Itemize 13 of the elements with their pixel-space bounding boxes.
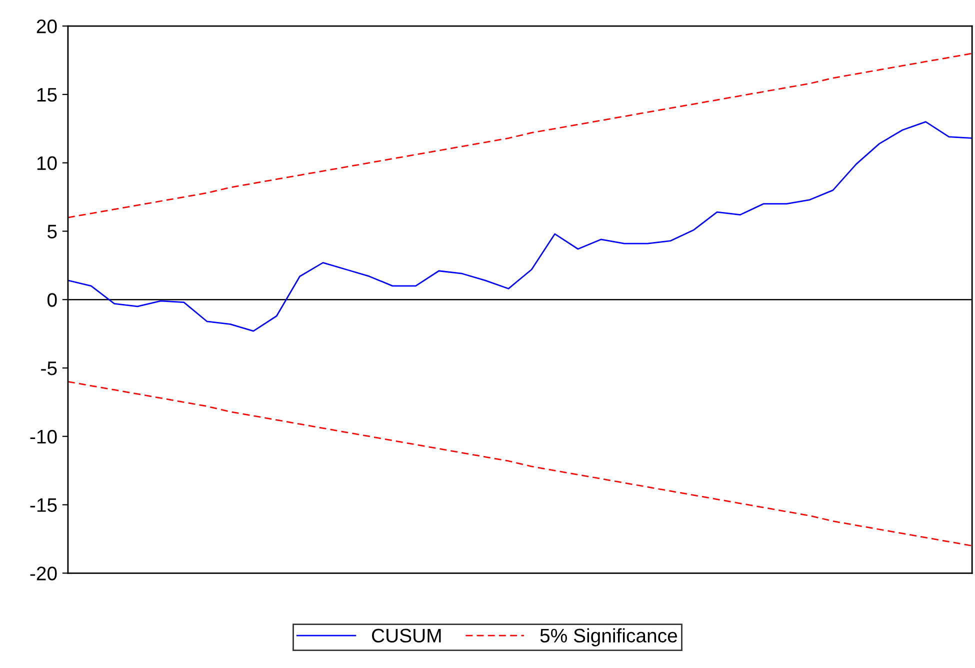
y-tick-label: 5	[48, 224, 57, 238]
y-tick-label: -5	[41, 362, 57, 376]
y-tick-label: 0	[47, 293, 57, 307]
y-tick-label: 15	[37, 88, 57, 102]
y-tick-label: -15	[30, 498, 57, 512]
legend-label: 5% Significance	[540, 628, 678, 646]
line-series	[68, 380, 972, 546]
y-tick-label: 20	[36, 20, 57, 34]
legend-label: CUSUM	[372, 628, 441, 643]
line-series	[68, 52, 972, 218]
y-tick-label: -10	[30, 430, 57, 444]
y-tick-label: -20	[30, 566, 57, 580]
y-tick-label: 10	[37, 156, 57, 170]
